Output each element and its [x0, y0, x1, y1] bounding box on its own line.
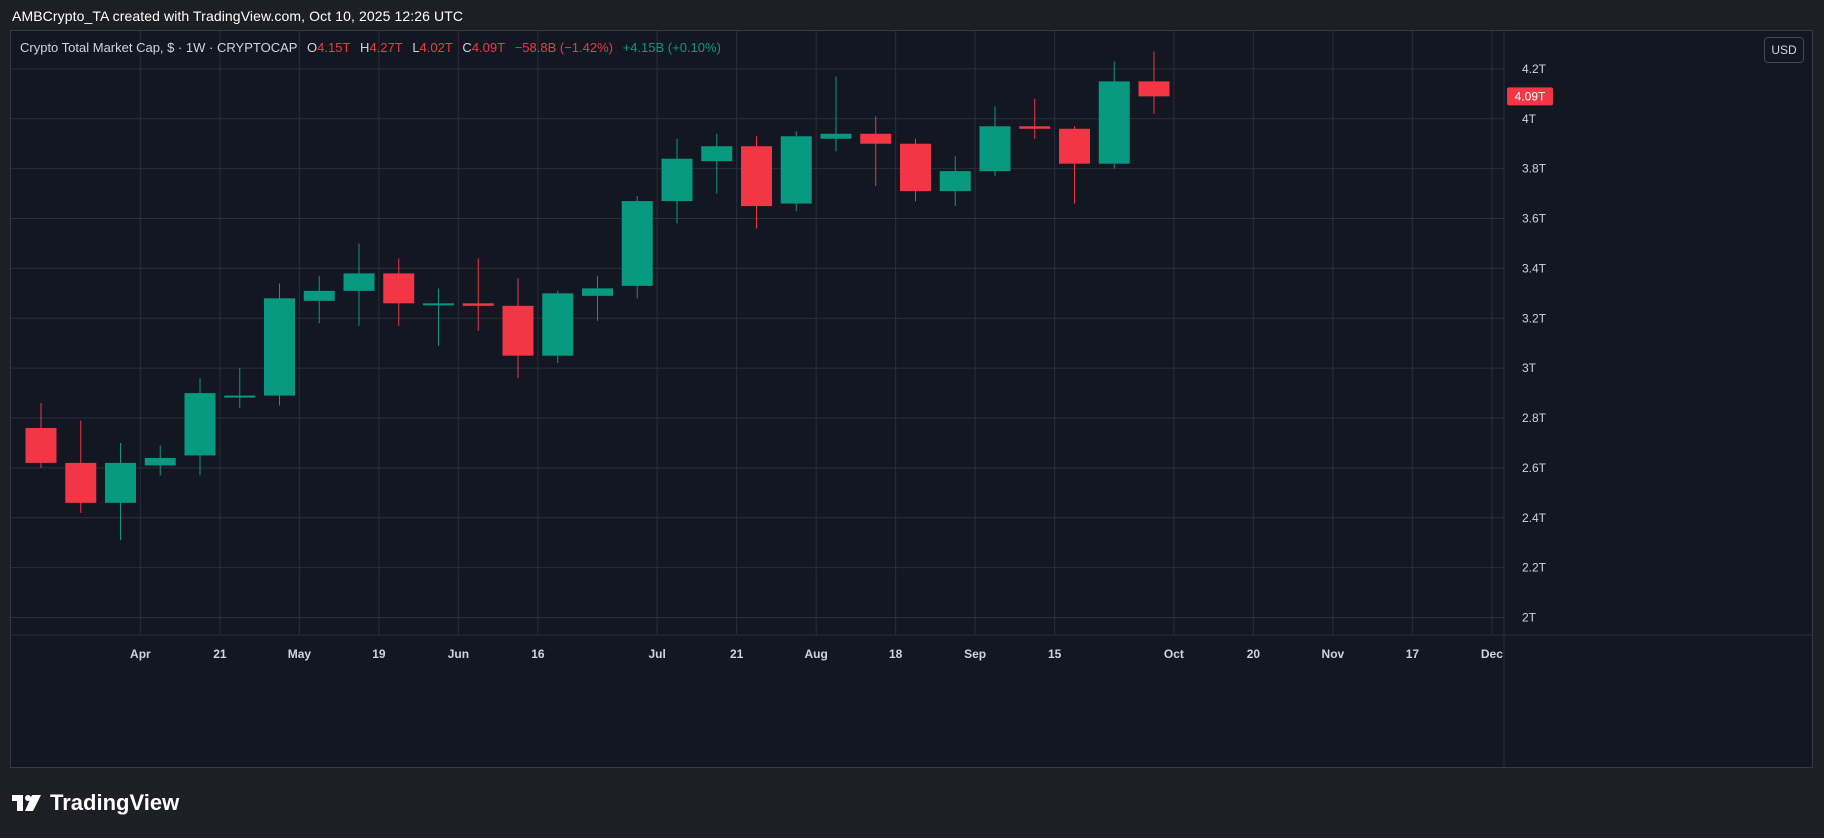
candle-body — [383, 273, 415, 304]
x-tick-label: 21 — [213, 647, 227, 661]
candle-body — [423, 303, 454, 306]
x-tick-label: Oct — [1164, 647, 1184, 661]
y-tick-label: 2.6T — [1522, 461, 1547, 475]
x-axis[interactable]: Apr 21 May 19 Jun 16 Jul 21 Aug 18 Sep 15 Oct 20 Nov 17… — [130, 647, 1503, 661]
candle-body — [582, 288, 613, 296]
tradingview-logo-icon — [12, 795, 41, 811]
candle-body — [1098, 81, 1130, 164]
high-label: H — [360, 40, 370, 55]
y-tick-label: 2T — [1522, 611, 1537, 625]
candle-body — [542, 293, 574, 356]
candle-body — [65, 462, 97, 503]
candle-body — [979, 126, 1011, 172]
tradingview-brand[interactable]: TradingView — [12, 790, 179, 816]
candle-body — [1138, 81, 1170, 97]
y-tick-label: 3T — [1522, 361, 1537, 375]
candle-body — [621, 201, 653, 286]
x-tick-label: 15 — [1048, 647, 1062, 661]
open-label: O — [307, 40, 318, 55]
x-tick-label: Aug — [804, 647, 827, 661]
volume-change-value: +4.15B (+0.10%) — [622, 40, 721, 55]
x-tick-label: 19 — [372, 647, 386, 661]
x-tick-label: 16 — [531, 647, 545, 661]
candle-body — [105, 462, 136, 503]
candle-body — [701, 146, 733, 162]
x-tick-label: 20 — [1247, 647, 1261, 661]
y-tick-label: 3.8T — [1522, 162, 1547, 176]
candle-body — [1059, 128, 1090, 164]
candle-body — [1019, 126, 1051, 129]
low-value: 4.02T — [419, 40, 453, 55]
close-value: 4.09T — [471, 40, 506, 55]
y-tick-label: 3.6T — [1522, 212, 1547, 226]
chart-caption: AMBCrypto_TA created with TradingView.co… — [12, 8, 464, 24]
y-tick-label: 3.4T — [1522, 261, 1547, 275]
x-tick-label: Dec — [1481, 647, 1503, 661]
x-tick-label: Sep — [964, 647, 986, 661]
last-price-label: 4.09T — [1515, 89, 1546, 103]
x-tick-label: Jul — [648, 647, 665, 661]
y-tick-label: 2.8T — [1522, 411, 1547, 425]
x-tick-label: Nov — [1322, 647, 1345, 661]
candle-body — [264, 298, 295, 396]
x-tick-label: Apr — [130, 647, 151, 661]
candle-body — [462, 303, 494, 306]
x-tick-label: 17 — [1406, 647, 1420, 661]
candle-body — [343, 273, 375, 291]
candle-body — [900, 143, 931, 192]
x-tick-label: 21 — [730, 647, 744, 661]
x-tick-label: May — [288, 647, 312, 661]
currency-button[interactable]: USD — [1764, 37, 1804, 63]
brand-name: TradingView — [50, 790, 180, 815]
candle-body — [741, 146, 772, 207]
open-value: 4.15T — [317, 40, 351, 55]
x-tick-label: Jun — [448, 647, 469, 661]
candle-body — [661, 158, 693, 202]
candle-body — [860, 133, 892, 144]
change-value: −58.8B (−1.42%) — [514, 40, 613, 55]
candle-body — [224, 395, 256, 398]
candle-body — [502, 305, 534, 356]
candle-body — [939, 171, 971, 192]
candle-layer — [25, 51, 1170, 541]
candlestick-chart[interactable]: 2T 2.2T 2.4T 2.6T 2.8T 3T 3.2T 3.4T 3.6T 3.8T 4T 4.… — [11, 31, 1812, 767]
y-tick-label: 3.2T — [1522, 311, 1547, 325]
candle-body — [820, 133, 852, 139]
candle-body — [184, 393, 216, 456]
grid-layer — [11, 31, 1812, 767]
y-tick-label: 4T — [1522, 112, 1537, 126]
candle-body — [25, 428, 57, 463]
high-value: 4.27T — [369, 40, 403, 55]
y-tick-label: 4.2T — [1522, 62, 1547, 76]
y-tick-label: 2.4T — [1522, 511, 1547, 525]
symbol-title: Crypto Total Market Cap, $ · 1W · CRYPTO… — [20, 40, 298, 55]
candle-body — [780, 136, 812, 204]
y-axis[interactable]: 2T 2.2T 2.4T 2.6T 2.8T 3T 3.2T 3.4T 3.6T 3.8T 4T 4.… — [1507, 62, 1553, 625]
x-tick-label: 18 — [889, 647, 903, 661]
close-label: C — [462, 40, 472, 55]
low-label: L — [412, 40, 420, 55]
last-price-tag — [1507, 87, 1553, 106]
chart-panel[interactable]: 2T 2.2T 2.4T 2.6T 2.8T 3T 3.2T 3.4T 3.6T 3.8T 4T 4.… — [10, 30, 1813, 768]
candle-body — [144, 457, 176, 466]
candle-body — [303, 290, 335, 301]
y-tick-label: 2.2T — [1522, 561, 1547, 575]
symbol-legend: Crypto Total Market Cap, $ · 1W · CRYPTO… — [20, 40, 721, 55]
